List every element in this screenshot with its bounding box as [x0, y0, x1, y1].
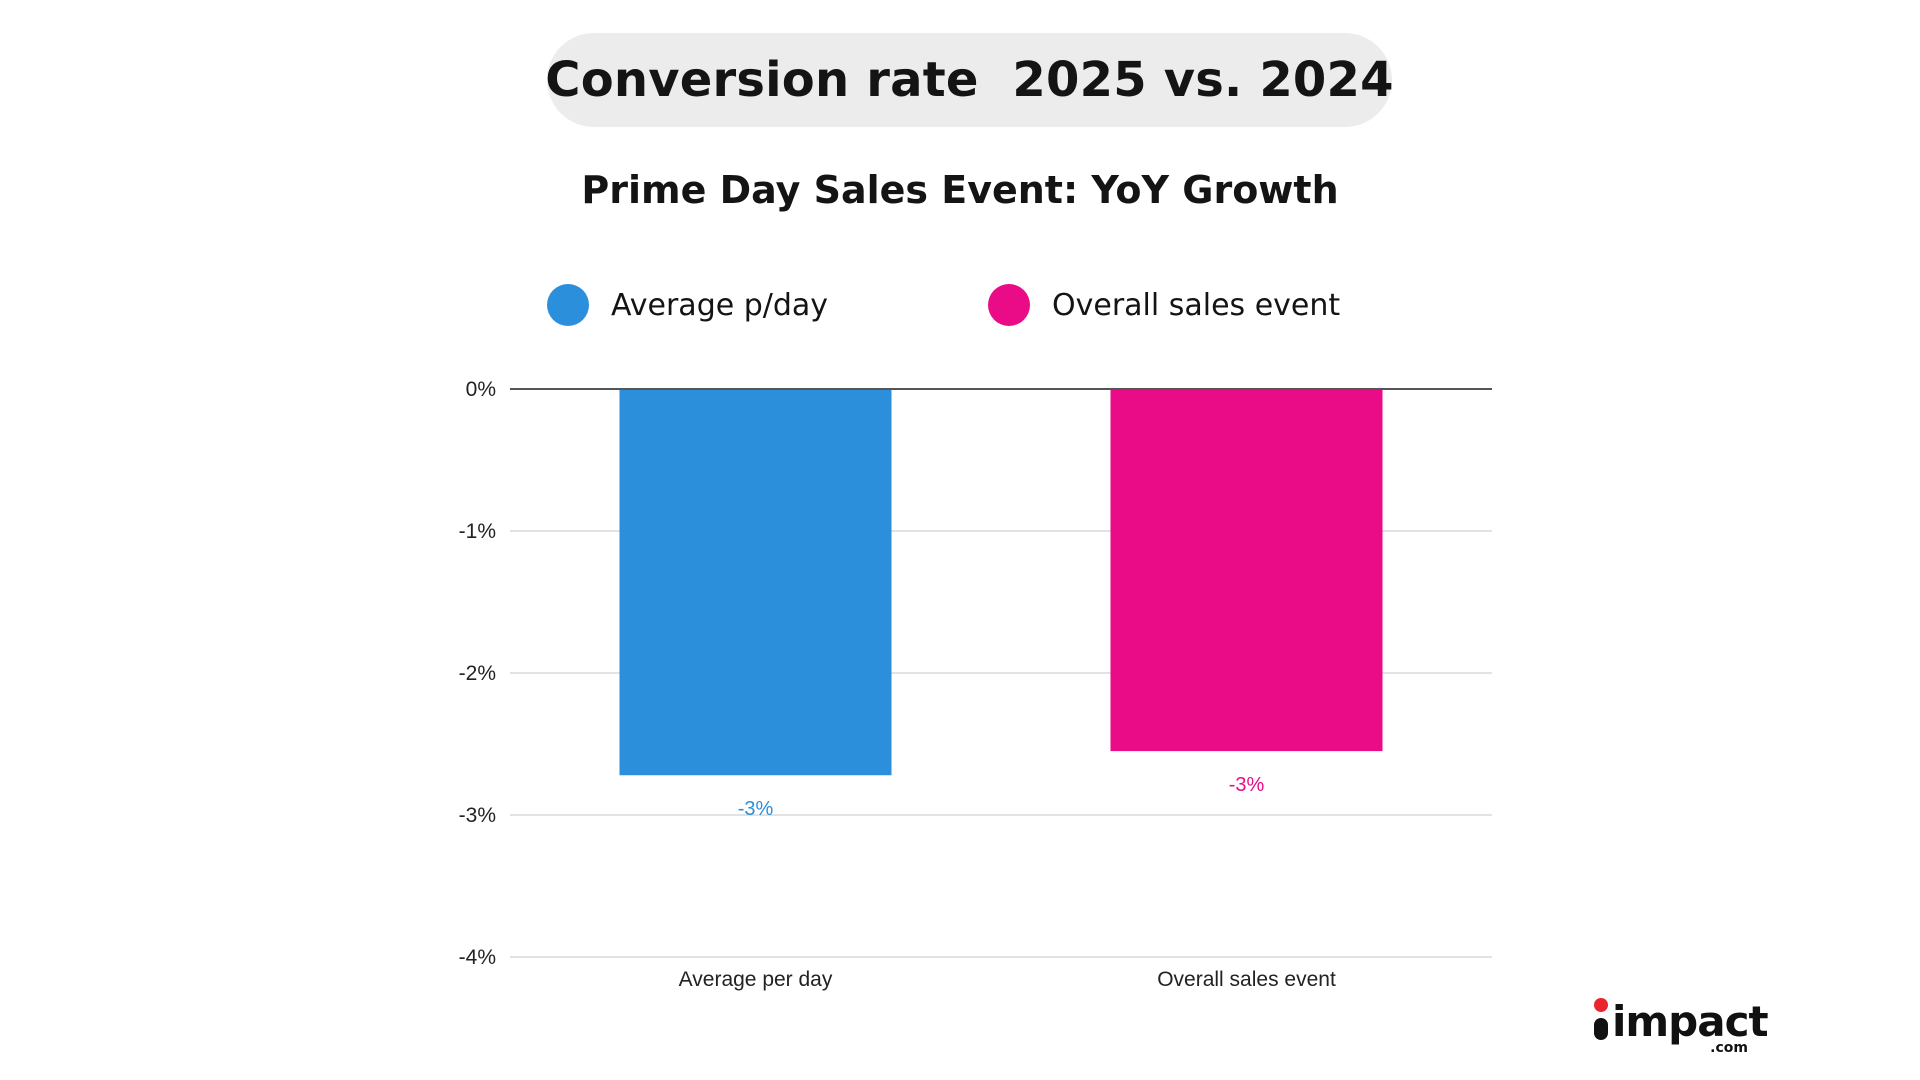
- bar-0: [619, 389, 892, 776]
- chart-title: Prime Day Sales Event: YoY Growth: [581, 168, 1339, 212]
- y-tick-label-4: -4%: [459, 946, 496, 969]
- y-tick-label-3: -3%: [459, 804, 496, 827]
- x-tick-label-1: Overall sales event: [1157, 968, 1336, 991]
- legend-item-overall: Overall sales event: [988, 280, 1340, 330]
- bar-value-label-0: -3%: [738, 798, 774, 820]
- impact-logo: impact .com: [1592, 998, 1769, 1058]
- legend-label-overall: Overall sales event: [1052, 287, 1341, 323]
- title-pill: Conversion rate 2025 vs. 2024: [545, 33, 1394, 127]
- page-title: Conversion rate 2025 vs. 2024: [545, 52, 1394, 108]
- bar-1: [1110, 389, 1383, 752]
- y-tick-label-1: -1%: [459, 520, 496, 543]
- logo-black-dot-icon: [1594, 1018, 1608, 1040]
- legend-item-average: Average p/day: [547, 280, 828, 330]
- chart-legend: Average p/day Overall sales event: [0, 280, 1920, 330]
- legend-label-average: Average p/day: [611, 287, 829, 323]
- legend-swatch-average: [547, 284, 589, 326]
- logo-suffix: .com: [1710, 1040, 1748, 1056]
- y-tick-label-2: -2%: [459, 662, 496, 685]
- legend-swatch-overall: [988, 284, 1030, 326]
- logo-wordmark: impact: [1612, 997, 1769, 1046]
- x-tick-label-0: Average per day: [679, 968, 833, 991]
- logo-red-dot-icon: [1594, 998, 1608, 1012]
- y-tick-label-0: 0%: [466, 378, 496, 401]
- bar-value-label-1: -3%: [1229, 774, 1265, 796]
